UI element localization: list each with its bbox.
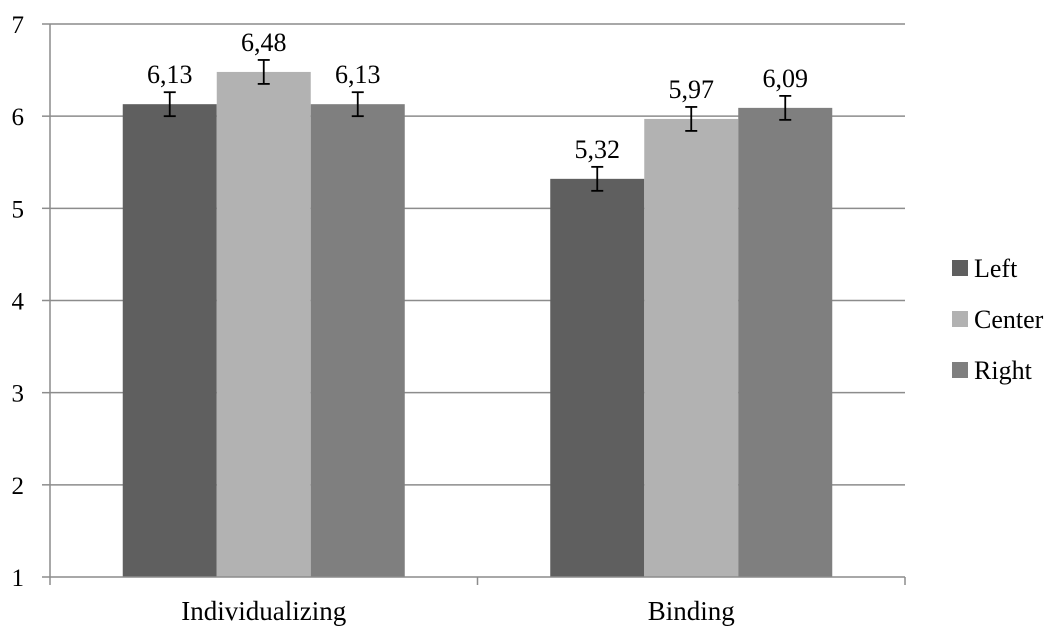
y-tick-label: 5 <box>12 196 25 223</box>
data-label: 6,09 <box>763 64 809 93</box>
legend-swatch-left <box>952 260 968 276</box>
legend-label: Center <box>974 305 1044 334</box>
bar-center <box>644 118 739 577</box>
y-tick-label: 2 <box>12 473 25 500</box>
bar-left <box>122 104 217 577</box>
bar-right <box>310 104 405 577</box>
legend-swatch-center <box>952 311 968 327</box>
labels: 1 2 3 4 5 6 7 6,13 6,48 6,13 Individualizing 5,32 5,… <box>12 12 809 626</box>
data-label: 6,48 <box>241 28 287 57</box>
category-label: Binding <box>648 596 735 626</box>
legend-swatch-right <box>952 362 968 378</box>
data-label: 6,13 <box>147 60 193 89</box>
y-tick-label: 6 <box>12 104 25 131</box>
bar-left <box>550 178 645 577</box>
bars <box>122 71 833 577</box>
legend-label: Left <box>974 254 1018 283</box>
bar-right <box>738 107 833 577</box>
y-tick-label: 3 <box>12 381 25 408</box>
bar-center <box>216 71 311 577</box>
y-tick-label: 1 <box>12 565 25 592</box>
data-label: 5,32 <box>575 135 621 164</box>
category-label: Individualizing <box>181 596 346 626</box>
error-bars <box>163 59 792 192</box>
legend: Left Center Right <box>952 254 1044 385</box>
legend-label: Right <box>974 356 1033 385</box>
y-tick-label: 7 <box>12 12 25 39</box>
axes <box>42 23 906 585</box>
y-tick-label: 4 <box>12 289 25 316</box>
data-label: 5,97 <box>669 75 715 104</box>
data-label: 6,13 <box>335 60 381 89</box>
